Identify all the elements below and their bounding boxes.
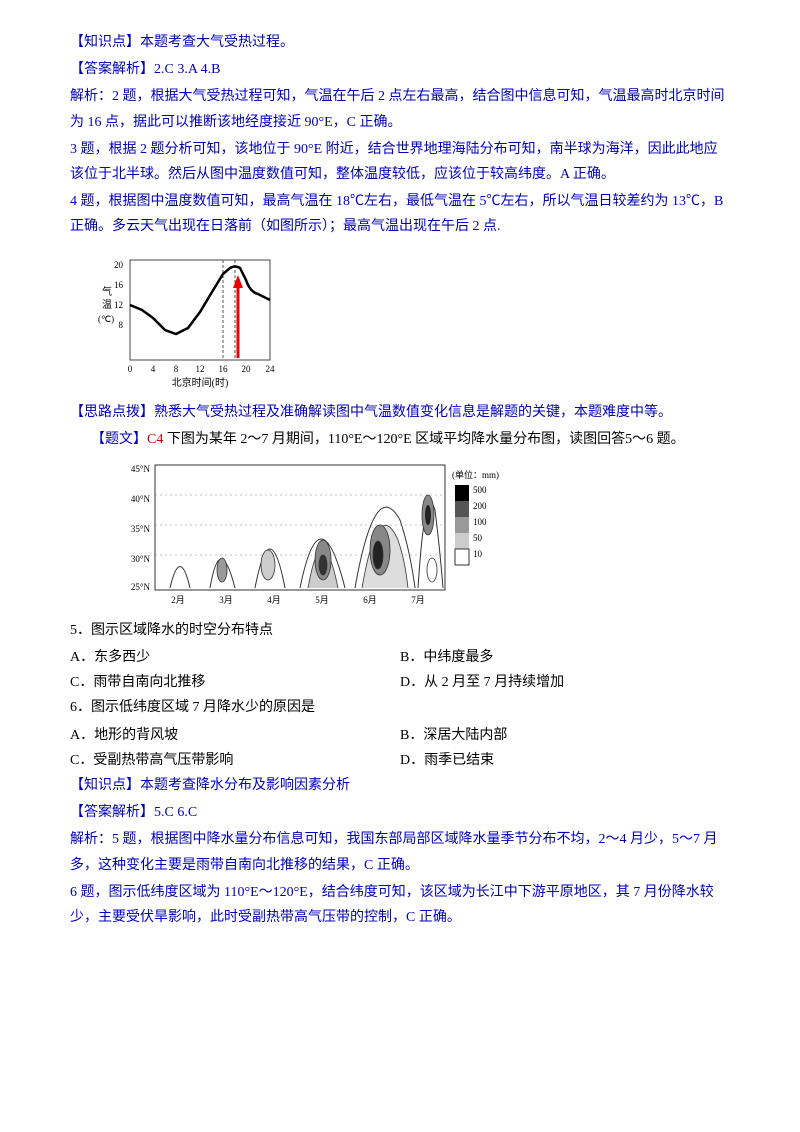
svg-text:24: 24 [266,364,276,374]
svg-text:温: 温 [102,299,112,311]
svg-text:50: 50 [473,533,483,543]
knowledge-text: 本题考查大气受热过程。 [140,35,294,50]
svg-text:35°N: 35°N [131,524,151,534]
svg-text:6月: 6月 [363,595,377,605]
thinking-label: 【思路点拨】 [70,405,154,420]
knowledge-label-2: 【知识点】 [70,778,140,793]
q6-option-c: C．受副热带高气压带影响 [70,748,400,773]
q5-text: 图示区域降水的时空分布特点 [91,623,273,638]
answer-label-2: 【答案解析】 [70,805,154,820]
svg-text:12: 12 [196,364,205,374]
q5-option-c: C．雨带自南向北推移 [70,670,400,695]
svg-text:(℃): (℃) [98,314,114,324]
svg-text:20: 20 [114,260,124,270]
temperature-chart: 20 16 12 8 气 温 (℃) 0 4 8 12 16 20 24 北京时… [70,250,730,390]
q6-option-d: D．雨季已结束 [400,748,730,773]
q5-option-b: B．中纬度最多 [400,645,730,670]
svg-text:3月: 3月 [219,595,233,605]
svg-text:30°N: 30°N [131,554,151,564]
question-stem: 【题文】C4 下图为某年 2～7 月期间，110°E～120°E 区域平均降水量… [70,427,730,452]
svg-text:气: 气 [102,285,112,298]
precipitation-chart: 45°N 40°N 35°N 30°N 25°N 2月 3月 4月 5月 6月 … [120,460,730,610]
analysis2-p1: 解析：5 题，根据图中降水量分布信息可知，我国东部局部区域降水量季节分布不均，2… [70,827,730,877]
knowledge-label: 【知识点】 [70,35,140,50]
svg-text:(单位：mm): (单位：mm) [452,469,499,480]
svg-text:45°N: 45°N [131,464,151,474]
question-text: 下图为某年 2～7 月期间，110°E～120°E 区域平均降水量分布图，读图回… [163,432,684,447]
answer-analysis-2: 【答案解析】5.C 6.C [70,800,730,825]
analysis-p3: 4 题，根据图中温度数值可知，最高气温在 18℃左右，最低气温在 5℃左右，所以… [70,189,730,239]
svg-text:16: 16 [114,280,124,290]
svg-text:25°N: 25°N [131,582,151,592]
svg-text:100: 100 [473,517,487,527]
svg-text:5月: 5月 [315,595,329,605]
svg-text:40°N: 40°N [131,494,151,504]
svg-text:2月: 2月 [171,595,185,605]
q6-options-row1: A．地形的背风坡 B．深居大陆内部 [70,723,730,748]
svg-text:北京时间(时): 北京时间(时) [172,376,229,389]
q5-num: 5． [70,623,91,638]
svg-text:16: 16 [219,364,229,374]
knowledge-point-1: 【知识点】本题考查大气受热过程。 [70,30,730,55]
svg-text:8: 8 [174,364,179,374]
q6-text: 图示低纬度区域 7 月降水少的原因是 [91,700,315,715]
svg-text:500: 500 [473,485,487,495]
svg-text:8: 8 [119,320,124,330]
q5-options-row1: A．东多西少 B．中纬度最多 [70,645,730,670]
knowledge-text-2: 本题考查降水分布及影响因素分析 [140,778,350,793]
analysis-p1: 解析：2 题，根据大气受热过程可知，气温在午后 2 点左右最高，结合图中信息可知… [70,84,730,134]
q6-option-a: A．地形的背风坡 [70,723,400,748]
svg-text:200: 200 [473,501,487,511]
q6-num: 6． [70,700,91,715]
svg-text:12: 12 [114,300,123,310]
answer-text-2: 5.C 6.C [154,805,197,820]
answer-analysis-1: 【答案解析】2.C 3.A 4.B [70,57,730,82]
question-label: 【题文】 [98,432,147,447]
svg-text:7月: 7月 [411,595,425,605]
svg-text:4月: 4月 [267,595,281,605]
question-code: C4 [147,432,163,447]
knowledge-point-2: 【知识点】本题考查降水分布及影响因素分析 [70,773,730,798]
svg-text:4: 4 [151,364,156,374]
q5-option-a: A．东多西少 [70,645,400,670]
q6-options-row2: C．受副热带高气压带影响 D．雨季已结束 [70,748,730,773]
answer-label: 【答案解析】 [70,62,154,77]
q5-stem: 5．图示区域降水的时空分布特点 [70,618,730,643]
q5-option-d: D．从 2 月至 7 月持续增加 [400,670,730,695]
thinking-text: 熟悉大气受热过程及准确解读图中气温数值变化信息是解题的关键，本题难度中等。 [154,405,672,420]
svg-text:10: 10 [473,549,483,559]
analysis2-p2: 6 题，图示低纬度区域为 110°E～120°E，结合纬度可知，该区域为长江中下… [70,880,730,930]
q5-options-row2: C．雨带自南向北推移 D．从 2 月至 7 月持续增加 [70,670,730,695]
thinking-guide: 【思路点拨】熟悉大气受热过程及准确解读图中气温数值变化信息是解题的关键，本题难度… [70,400,730,425]
analysis-p2: 3 题，根据 2 题分析可知，该地位于 90°E 附近，结合世界地理海陆分布可知… [70,137,730,187]
q6-stem: 6．图示低纬度区域 7 月降水少的原因是 [70,695,730,720]
answer-text: 2.C 3.A 4.B [154,62,221,77]
svg-text:20: 20 [242,364,252,374]
q6-option-b: B．深居大陆内部 [400,723,730,748]
svg-text:0: 0 [128,364,133,374]
